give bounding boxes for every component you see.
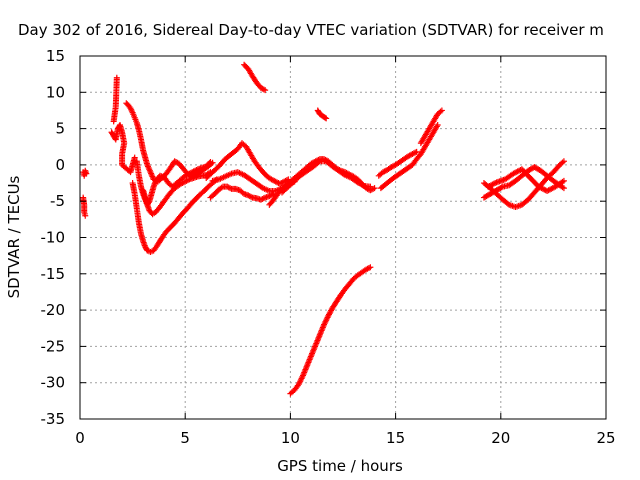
- y-axis-label: SDTVAR / TECUs: [5, 175, 23, 298]
- data-point: [323, 115, 330, 122]
- y-tick-label: 10: [46, 83, 65, 101]
- data-point: [498, 184, 505, 191]
- data-point: [367, 183, 374, 190]
- y-tick-label: -20: [41, 301, 66, 319]
- data-point: [315, 159, 322, 166]
- data-point: [413, 148, 420, 155]
- data-point: [82, 212, 89, 219]
- data-point: [560, 177, 567, 184]
- data-point: [207, 158, 214, 165]
- data-point: [371, 185, 378, 192]
- y-tick-label: -15: [41, 265, 66, 283]
- data-point: [434, 121, 441, 128]
- x-axis-ticks: 0 5 10 15 20 25: [75, 56, 616, 447]
- x-tick-label: 20: [491, 429, 510, 447]
- data-points: [80, 61, 567, 397]
- data-point: [145, 199, 152, 206]
- data-point: [560, 158, 567, 165]
- y-tick-label: 0: [55, 156, 65, 174]
- data-point: [113, 74, 120, 81]
- x-axis-label: GPS time / hours: [277, 457, 403, 475]
- y-axis-ticks: 15 10 5 0 -5 -10 -15 -20 -25 -30 -35: [41, 47, 606, 428]
- x-tick-label: 15: [386, 429, 405, 447]
- data-point: [438, 107, 445, 114]
- grid-lines: [80, 56, 606, 419]
- data-point: [359, 182, 366, 189]
- data-point: [367, 264, 374, 271]
- y-tick-label: 5: [55, 120, 65, 138]
- y-tick-label: 15: [46, 47, 65, 65]
- y-tick-label: -10: [41, 229, 66, 247]
- data-point: [83, 170, 90, 177]
- y-tick-label: -30: [41, 374, 66, 392]
- data-point: [206, 160, 213, 167]
- x-tick-label: 10: [281, 429, 300, 447]
- x-tick-label: 25: [596, 429, 615, 447]
- y-tick-label: -25: [41, 337, 66, 355]
- data-point: [262, 87, 269, 94]
- chart-title: Day 302 of 2016, Sidereal Day-to-day VTE…: [18, 21, 604, 39]
- y-tick-label: -35: [41, 410, 66, 428]
- data-point: [131, 154, 138, 161]
- y-tick-label: -5: [50, 192, 65, 210]
- x-tick-label: 0: [75, 429, 85, 447]
- data-point: [322, 114, 329, 121]
- data-point: [560, 185, 567, 192]
- x-tick-label: 5: [180, 429, 190, 447]
